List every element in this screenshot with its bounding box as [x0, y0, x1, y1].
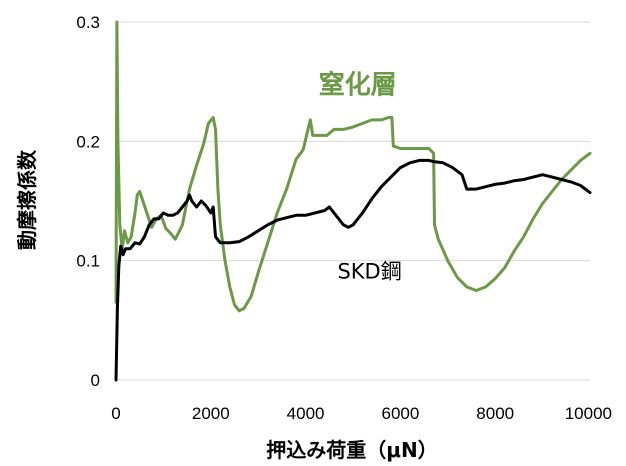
- y-tick-label: 0.3: [76, 13, 100, 32]
- series-lines: [114, 20, 592, 382]
- x-tick-label: 4000: [287, 404, 325, 423]
- x-tick-labels: 0 2000 4000 6000 8000 10000: [111, 404, 612, 423]
- y-tick-label: 0.2: [76, 132, 100, 151]
- x-tick-label: 0: [111, 404, 120, 423]
- x-tick-label: 6000: [381, 404, 419, 423]
- y-tick-labels: 0 0.1 0.2 0.3: [76, 13, 100, 390]
- x-tick-label: 2000: [192, 404, 230, 423]
- y-axis-title: 動摩擦係数: [15, 149, 39, 250]
- gridlines: [116, 21, 590, 262]
- y-tick-label: 0: [91, 371, 100, 390]
- y-tick-label: 0.1: [76, 252, 100, 271]
- series-label-0: 窒化層: [319, 70, 397, 101]
- series-label-1: SKD鋼: [337, 260, 401, 284]
- x-tick-label: 8000: [476, 404, 514, 423]
- x-axis-title: 押込み荷重（μN）: [266, 438, 437, 462]
- series-annotations: 窒化層 SKD鋼: [319, 70, 402, 284]
- series-line-1: [114, 158, 592, 382]
- x-tick-label: 10000: [565, 404, 612, 423]
